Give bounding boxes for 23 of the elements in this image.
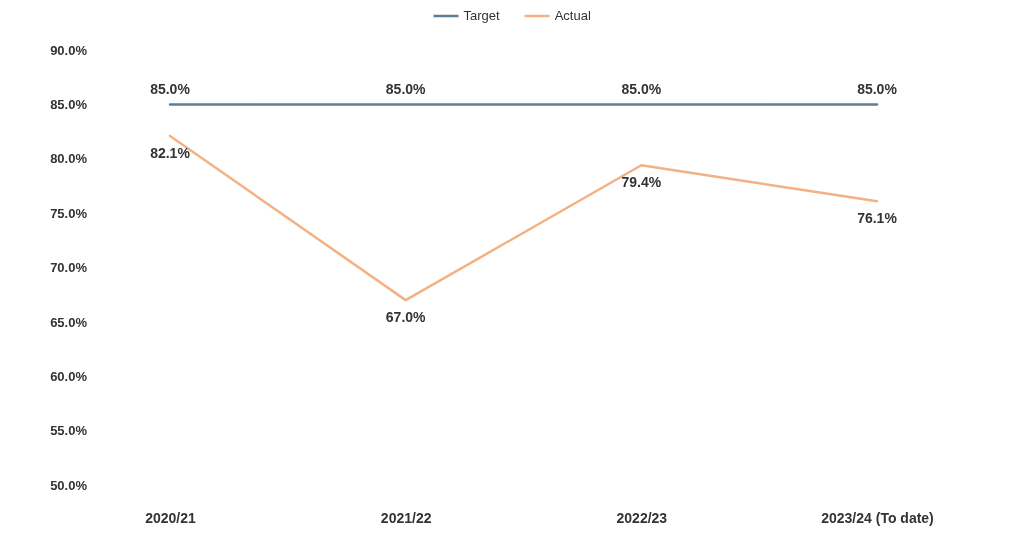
x-tick-label: 2022/23 [616,509,668,526]
legend-label: Actual [554,8,591,23]
x-tick-label: 2020/21 [145,509,197,526]
y-tick-label: 75.0% [50,205,88,221]
legend-label: Target [463,8,501,23]
y-tick-label: 70.0% [50,260,88,276]
y-tick-label: 55.0% [50,423,88,439]
y-tick-label: 65.0% [50,314,88,330]
y-tick-label: 60.0% [50,368,88,384]
data-label: 85.0% [857,81,898,98]
y-tick-label: 50.0% [50,477,88,493]
data-label: 82.1% [150,144,191,161]
x-tick-label: 2021/22 [380,509,432,526]
y-tick-label: 80.0% [50,151,88,167]
data-label: 85.0% [385,81,427,98]
data-label: 79.4% [621,174,662,191]
data-label: 85.0% [150,81,191,98]
x-tick-label: 2023/24 (To date) [821,509,934,526]
data-label: 67.0% [385,309,427,326]
data-label: 85.0% [621,81,662,98]
data-label: 76.1% [857,210,898,227]
y-tick-label: 90.0% [50,42,88,58]
y-tick-label: 85.0% [50,97,88,113]
